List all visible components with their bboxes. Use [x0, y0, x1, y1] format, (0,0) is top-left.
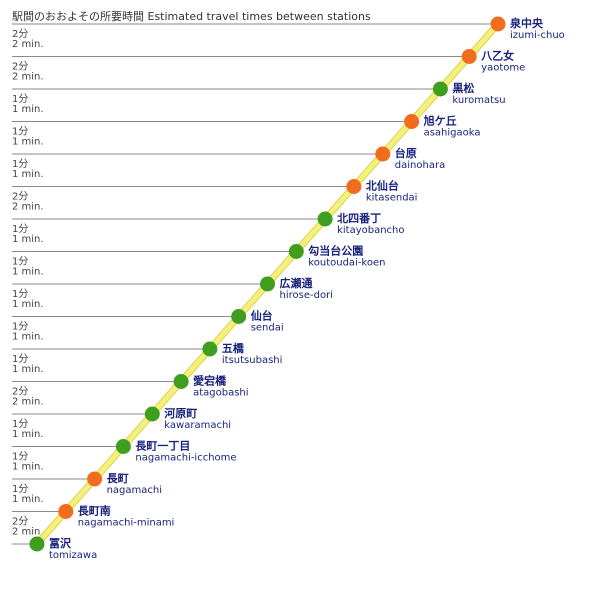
- station-markers: [29, 16, 506, 552]
- station-name-en: tomizawa: [49, 550, 97, 561]
- segment-time-en: 2 min.: [12, 39, 44, 50]
- divider-lines: [12, 23, 498, 545]
- station-name-en: nagamachi: [107, 485, 162, 496]
- segment-time-ja: 1分: [12, 158, 28, 170]
- station-name-en: atagobashi: [193, 388, 248, 399]
- segment-time-ja: 1分: [12, 418, 28, 430]
- station-marker-kuromatsu: [432, 81, 448, 97]
- segment-time-ja: 2分: [12, 516, 28, 528]
- segment-time-en: 1 min.: [12, 429, 44, 440]
- segment-time-labels: 2分2 min.2分2 min.1分1 min.1分1 min.1分1 min.…: [12, 28, 44, 538]
- station-marker-nagamachi-minami: [58, 504, 74, 519]
- station-name-en: nagamachi-minami: [78, 518, 175, 529]
- segment-time-en: 1 min.: [12, 267, 44, 278]
- segment-time-en: 1 min.: [12, 332, 44, 343]
- station-marker-koutoudai-koen: [288, 244, 304, 259]
- station-marker-atagobashi: [173, 374, 189, 389]
- station-name-en: sendai: [251, 323, 284, 334]
- station-marker-dainohara: [375, 146, 391, 162]
- station-name-en: kitayobancho: [337, 225, 404, 236]
- station-name-ja: 北四番丁: [337, 211, 381, 225]
- station-name-ja: 勾当台公園: [308, 244, 363, 258]
- station-name-ja: 泉中央: [509, 16, 544, 30]
- station-name-en: izumi-chuo: [510, 30, 565, 41]
- segment-time-ja: 1分: [12, 256, 28, 268]
- segment-time-en: 1 min.: [12, 169, 44, 180]
- station-marker-yaotome: [461, 49, 477, 64]
- station-name-ja: 黒松: [452, 81, 474, 95]
- station-marker-sendai: [231, 309, 247, 324]
- station-name-en: hirose-dori: [280, 290, 333, 301]
- segment-time-ja: 1分: [12, 451, 28, 463]
- station-name-ja: 河原町: [164, 406, 197, 420]
- segment-time-en: 1 min.: [12, 494, 44, 505]
- station-marker-kawaramachi: [144, 406, 160, 422]
- segment-time-en: 2 min.: [12, 72, 44, 83]
- station-marker-kitasendai: [346, 179, 362, 194]
- station-marker-nagamachi-icchome: [115, 439, 131, 454]
- station-name-ja: 長町南: [78, 504, 111, 518]
- station-name-en: asahigaoka: [424, 128, 481, 139]
- segment-time-en: 2 min.: [12, 202, 44, 213]
- station-name-en: kawaramachi: [164, 420, 231, 431]
- station-name-ja: 愛宕橋: [193, 374, 227, 388]
- station-name-ja: 冨沢: [49, 536, 72, 550]
- station-marker-asahigaoka: [404, 114, 420, 129]
- station-name-ja: 仙台: [251, 309, 273, 323]
- station-marker-tomizawa: [29, 536, 45, 552]
- station-name-en: kitasendai: [366, 193, 418, 204]
- station-name-ja: 広瀬通: [280, 276, 313, 290]
- segment-time-ja: 2分: [12, 191, 28, 203]
- segment-time-en: 1 min.: [12, 104, 44, 115]
- segment-time-ja: 2分: [12, 28, 28, 40]
- station-marker-nagamachi: [87, 471, 103, 487]
- station-marker-hirose-dori: [260, 276, 275, 292]
- station-name-ja: 五橋: [222, 341, 245, 355]
- segment-time-en: 1 min.: [12, 462, 44, 473]
- segment-time-en: 1 min.: [12, 137, 44, 148]
- station-marker-izumi-chuo: [490, 16, 506, 32]
- station-name-en: kuromatsu: [452, 95, 505, 106]
- segment-time-ja: 1分: [12, 483, 28, 495]
- station-name-en: koutoudai-koen: [308, 258, 385, 269]
- station-name-en: nagamachi-icchome: [135, 453, 236, 464]
- segment-time-en: 1 min.: [12, 299, 44, 310]
- station-name-ja: 旭ケ丘: [423, 114, 457, 128]
- station-marker-kitayobancho: [317, 211, 333, 227]
- segment-time-ja: 1分: [12, 223, 28, 235]
- segment-time-ja: 1分: [12, 321, 28, 333]
- segment-time-ja: 2分: [12, 61, 28, 73]
- station-name-ja: 台原: [395, 146, 417, 160]
- station-name-en: itsutsubashi: [222, 355, 283, 366]
- segment-time-en: 1 min.: [12, 364, 44, 375]
- segment-time-ja: 1分: [12, 93, 28, 105]
- segment-time-en: 2 min.: [12, 527, 44, 538]
- segment-time-ja: 2分: [12, 386, 28, 398]
- station-name-ja: 長町一丁目: [135, 440, 190, 453]
- station-name-en: yaotome: [481, 63, 525, 74]
- segment-time-en: 2 min.: [12, 397, 44, 408]
- station-marker-itsutsubashi: [202, 341, 218, 357]
- station-name-en: dainohara: [395, 160, 445, 171]
- diagram-title: 駅間のおおよその所要時間 Estimated travel times betw…: [12, 10, 371, 23]
- segment-time-en: 1 min.: [12, 234, 44, 245]
- station-name-ja: 長町: [107, 472, 129, 485]
- segment-time-ja: 1分: [12, 126, 28, 138]
- station-name-ja: 八乙女: [480, 49, 514, 63]
- segment-time-ja: 1分: [12, 288, 28, 300]
- segment-time-ja: 1分: [12, 353, 28, 365]
- station-name-ja: 北仙台: [366, 179, 399, 193]
